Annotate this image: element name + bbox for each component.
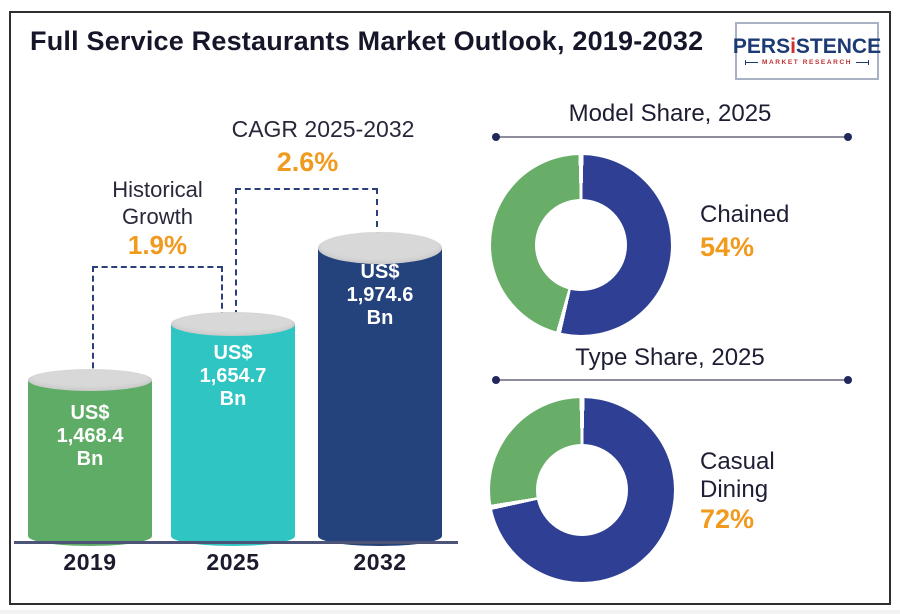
x-axis-baseline [14,541,458,544]
bar-2025-cylinder-top [171,312,295,336]
logo-red-i: i [790,35,796,58]
bar-2025-value-label: US$ 1,654.7 Bn [199,342,267,410]
historical-growth-bracket-right [221,266,223,318]
x-tick-2019: 2019 [63,549,117,575]
bar-2019-cylinder-top [28,369,152,391]
cagr-bracket-left [235,188,237,316]
donut1-divider-rule [492,133,852,141]
donut1-chart [491,155,671,335]
donut2-label: Casual Dining [700,448,775,503]
historical-growth-value: 1.9% [127,230,188,260]
bar-2019-value-label: US$ 1,468.4 Bn [56,402,124,470]
cagr-value: 2.6% [276,147,339,177]
logo-tagline: MARKET RESEARCH [761,59,853,66]
bar-2019: US$ 1,468.4 Bn [28,380,152,546]
persistence-logo: PERSiSTENCE MARKET RESEARCH [732,22,882,80]
outer-border-frame [9,11,891,605]
cagr-bracket-right [376,188,378,238]
donut2-value: 72% [700,504,755,534]
donut1-title: Model Share, 2025 [568,100,772,127]
donut2-divider-rule [492,376,852,384]
page-title: Full Service Restaurants Market Outlook,… [30,26,704,56]
historical-growth-bracket-horizontal [92,266,223,268]
x-tick-2032: 2032 [353,549,407,575]
bar-2032-value-label: US$ 1,974.6 Bn [346,261,414,329]
tagline-rule-left [744,60,758,65]
donut1-label: Chained [700,201,790,228]
historical-growth-bracket-left [92,266,94,378]
cagr-label: CAGR 2025-2032 [231,116,415,142]
donut2-chart [490,398,674,582]
donut2-title: Type Share, 2025 [575,344,765,371]
x-tick-2025: 2025 [206,549,260,575]
donut1-value: 54% [700,232,755,262]
logo-brand-text: PERSiSTENCE [732,35,882,58]
historical-growth-label: Historical Growth [112,177,203,229]
bar-2032-cylinder-top [318,232,442,264]
logo-tagline-row: MARKET RESEARCH [744,59,870,66]
bar-2032: US$ 1,974.6 Bn [318,248,442,546]
bar-2025: US$ 1,654.7 Bn [171,324,295,546]
tagline-rule-right [856,60,870,65]
cagr-bracket-horizontal [235,188,378,190]
